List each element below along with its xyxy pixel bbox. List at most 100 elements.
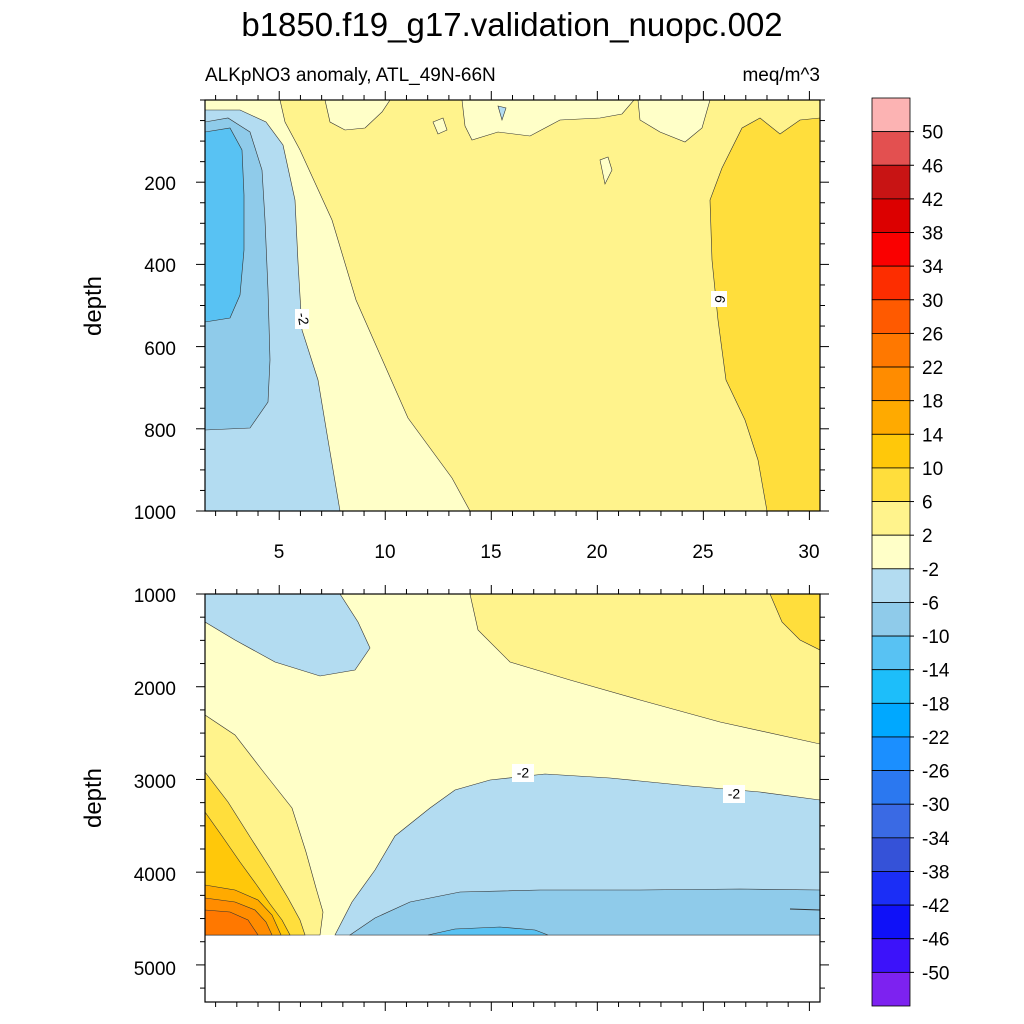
colorbar-box — [871, 837, 911, 872]
bottom-axis-ticks — [196, 585, 829, 1011]
bottom-y-tick-label: 2000 — [134, 679, 176, 700]
bottom-y-tick-label: 4000 — [134, 865, 176, 886]
colorbar-label: -42 — [922, 896, 949, 917]
colorbar-box — [871, 803, 911, 839]
colorbar-label: 42 — [922, 190, 943, 211]
colorbar-label: -26 — [922, 762, 949, 783]
colorbar-label: -18 — [922, 694, 949, 715]
top-y-tick-labels: 200 400 600 800 1000 — [134, 174, 176, 524]
svg-text:-2: -2 — [728, 786, 741, 802]
bottom-level-2to6-right — [469, 594, 820, 745]
colorbar-boxes — [871, 97, 911, 1007]
colorbar-box — [871, 366, 911, 402]
bottom-level-minus6to-2-top — [205, 594, 371, 677]
colorbar-box — [871, 568, 911, 603]
top-y-tick-label: 400 — [144, 256, 176, 277]
top-blob-1 — [324, 100, 391, 131]
top-contour-fill: -2 6 — [205, 100, 820, 511]
colorbar-box — [871, 938, 911, 973]
colorbar-box — [871, 232, 911, 267]
x-tick-label: 5 — [274, 542, 285, 563]
top-panel: -2 6 200 400 600 800 1000 5 10 15 20 25 … — [80, 91, 829, 563]
colorbar-box — [871, 669, 911, 704]
colorbar-label: 50 — [922, 123, 943, 144]
top-contour-label-6: 6 — [711, 291, 729, 307]
bottom-level-minus14to-10 — [427, 926, 549, 936]
top-y-tick-label: 600 — [144, 339, 176, 360]
colorbar: 50 46 42 38 34 30 26 22 18 14 10 6 2 -2 -6 -10 -14 -18 -22… — [871, 97, 950, 1007]
x-tick-label: 20 — [586, 542, 607, 563]
colorbar-labels: 50 46 42 38 34 30 26 22 18 14 10 6 2 -2 -6 -10 -14 -18 -22… — [910, 123, 950, 984]
top-y-tick-label: 800 — [144, 421, 176, 442]
bottom-panel: -2 -2 1000 2000 3000 4000 5000 depth — [80, 585, 829, 1011]
colorbar-box — [871, 770, 911, 805]
colorbar-box — [871, 265, 911, 301]
x-tick-label: 30 — [798, 542, 819, 563]
colorbar-box — [871, 702, 911, 738]
top-level-6to10 — [709, 117, 820, 511]
colorbar-box — [871, 534, 911, 570]
bottom-contour-line — [789, 908, 820, 911]
bottom-level-minus10to-6 — [349, 888, 820, 936]
colorbar-box — [871, 97, 911, 133]
colorbar-box — [871, 501, 911, 536]
colorbar-box — [871, 635, 911, 671]
bottom-level-6to10-right — [769, 594, 820, 651]
top-blob-4 — [432, 117, 448, 135]
chart-title: b1850.f19_g17.validation_nuopc.002 — [241, 6, 782, 43]
top-y-tick-label: 200 — [144, 174, 176, 195]
colorbar-label: -14 — [922, 661, 950, 682]
x-tick-label: 10 — [374, 542, 395, 563]
colorbar-label: -10 — [922, 627, 949, 648]
top-contour-label-minus2: -2 — [294, 309, 312, 329]
colorbar-label: -38 — [922, 862, 949, 883]
colorbar-box — [871, 400, 911, 435]
colorbar-label: -6 — [922, 593, 939, 614]
colorbar-label: -22 — [922, 728, 949, 749]
colorbar-label: -46 — [922, 930, 949, 951]
colorbar-label: 10 — [922, 459, 943, 480]
svg-text:-2: -2 — [294, 311, 312, 326]
colorbar-box — [871, 164, 911, 200]
top-x-tick-labels: 5 10 15 20 25 30 — [274, 542, 820, 563]
colorbar-box — [871, 299, 911, 334]
svg-text:6: 6 — [712, 294, 729, 305]
colorbar-label: 26 — [922, 324, 943, 345]
top-blob-3 — [637, 100, 711, 143]
colorbar-box — [871, 871, 911, 906]
top-y-axis-label: depth — [80, 276, 107, 336]
chart-units: meq/m^3 — [742, 65, 820, 86]
bottom-contour-label-minus2-b: -2 — [723, 785, 745, 803]
bottom-y-axis-label: depth — [80, 768, 107, 828]
chart-subtitle: ALKpNO3 anomaly, ATL_49N-66N — [205, 65, 496, 86]
colorbar-label: 2 — [922, 526, 933, 547]
colorbar-box — [871, 602, 911, 637]
colorbar-box — [871, 131, 911, 166]
bottom-contour-label-minus2-a: -2 — [512, 764, 534, 782]
colorbar-label: 14 — [922, 425, 944, 446]
bottom-contour-fill: -2 -2 — [205, 594, 820, 1002]
colorbar-label: 34 — [922, 257, 944, 278]
colorbar-label: 46 — [922, 156, 943, 177]
bottom-y-tick-label: 5000 — [134, 959, 176, 980]
colorbar-label: -34 — [922, 829, 950, 850]
top-blob-6 — [497, 105, 507, 122]
bottom-y-tick-label: 1000 — [134, 586, 176, 607]
colorbar-box — [871, 198, 911, 233]
colorbar-label: -50 — [922, 963, 949, 984]
colorbar-box — [871, 467, 911, 502]
bottom-y-tick-labels: 1000 2000 3000 4000 5000 — [134, 586, 176, 980]
x-tick-label: 15 — [480, 542, 501, 563]
colorbar-box — [871, 971, 911, 1007]
top-y-tick-label: 1000 — [134, 503, 176, 524]
svg-text:-2: -2 — [517, 765, 530, 781]
bottom-level-22to26-left — [205, 909, 259, 936]
colorbar-label: 38 — [922, 224, 943, 245]
colorbar-label: -30 — [922, 795, 949, 816]
colorbar-box — [871, 904, 911, 940]
colorbar-label: 30 — [922, 291, 943, 312]
top-level-minus14to-10 — [205, 127, 245, 323]
colorbar-label: 22 — [922, 358, 943, 379]
top-blob-5 — [599, 156, 613, 185]
